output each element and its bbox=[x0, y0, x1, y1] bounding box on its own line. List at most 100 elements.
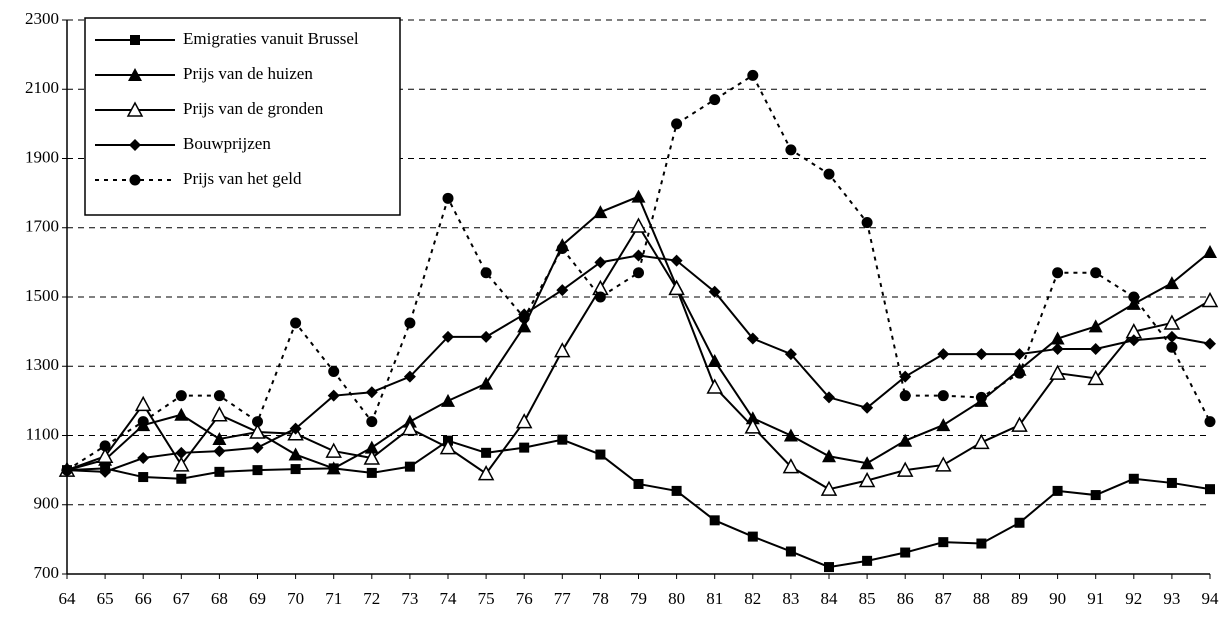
x-tick-label: 66 bbox=[135, 589, 152, 608]
marker bbox=[823, 168, 835, 180]
x-tick-label: 86 bbox=[897, 589, 914, 608]
x-tick-label: 67 bbox=[173, 589, 191, 608]
marker bbox=[138, 472, 149, 483]
marker bbox=[630, 217, 647, 233]
marker bbox=[519, 442, 530, 453]
marker bbox=[593, 205, 608, 219]
marker bbox=[327, 389, 340, 402]
marker bbox=[1090, 267, 1102, 279]
marker bbox=[938, 537, 949, 548]
y-tick-label: 700 bbox=[34, 563, 60, 582]
marker bbox=[134, 395, 152, 412]
marker bbox=[441, 393, 455, 407]
marker bbox=[554, 342, 571, 358]
marker bbox=[631, 189, 646, 203]
marker bbox=[937, 390, 949, 402]
marker bbox=[129, 174, 141, 186]
marker bbox=[96, 447, 114, 464]
legend-label: Prijs van het geld bbox=[183, 169, 302, 188]
x-tick-label: 74 bbox=[440, 589, 458, 608]
x-tick-label: 91 bbox=[1087, 589, 1104, 608]
marker bbox=[556, 284, 569, 297]
marker bbox=[517, 319, 532, 333]
marker bbox=[1051, 342, 1064, 355]
marker bbox=[668, 279, 685, 296]
marker bbox=[1126, 296, 1141, 310]
marker bbox=[861, 217, 873, 229]
marker bbox=[404, 317, 416, 329]
marker bbox=[211, 406, 228, 422]
marker bbox=[442, 330, 454, 343]
marker bbox=[896, 461, 914, 477]
x-tick-label: 76 bbox=[516, 589, 533, 608]
marker bbox=[1204, 337, 1216, 350]
legend-label: Prijs van de gronden bbox=[183, 99, 324, 118]
series-line bbox=[66, 195, 1211, 472]
marker bbox=[973, 433, 990, 450]
marker bbox=[290, 464, 301, 475]
marker bbox=[1163, 314, 1181, 330]
marker bbox=[1011, 416, 1028, 432]
y-tick-label: 2300 bbox=[25, 9, 59, 28]
marker bbox=[1203, 244, 1217, 258]
marker bbox=[670, 254, 683, 267]
marker bbox=[1127, 334, 1140, 347]
x-tick-label: 69 bbox=[249, 589, 266, 608]
x-tick-label: 72 bbox=[363, 589, 380, 608]
marker bbox=[365, 386, 378, 399]
marker bbox=[404, 461, 415, 472]
y-tick-label: 1500 bbox=[25, 286, 59, 305]
marker bbox=[403, 370, 416, 383]
marker bbox=[1089, 342, 1102, 355]
marker bbox=[557, 434, 568, 445]
marker bbox=[709, 94, 721, 106]
legend-label: Bouwprijzen bbox=[183, 134, 271, 153]
marker bbox=[326, 461, 341, 475]
x-tick-label: 80 bbox=[668, 589, 685, 608]
marker bbox=[480, 330, 493, 343]
marker bbox=[289, 422, 302, 435]
marker bbox=[213, 445, 226, 458]
marker bbox=[1090, 490, 1101, 501]
x-tick-label: 75 bbox=[478, 589, 495, 608]
marker bbox=[976, 538, 987, 549]
marker bbox=[1165, 330, 1178, 343]
marker bbox=[858, 471, 876, 488]
marker bbox=[632, 249, 645, 262]
marker bbox=[594, 291, 606, 303]
y-tick-label: 1300 bbox=[25, 355, 59, 374]
marker bbox=[129, 139, 141, 151]
marker bbox=[173, 456, 190, 472]
marker bbox=[595, 449, 606, 460]
marker bbox=[1164, 276, 1179, 290]
marker bbox=[862, 555, 873, 566]
y-tick-label: 1700 bbox=[25, 217, 59, 236]
marker bbox=[137, 452, 150, 465]
x-tick-label: 81 bbox=[706, 589, 723, 608]
marker bbox=[213, 390, 225, 402]
x-tick-label: 84 bbox=[821, 589, 839, 608]
marker bbox=[782, 458, 800, 474]
x-tick-label: 71 bbox=[325, 589, 342, 608]
x-tick-label: 94 bbox=[1202, 589, 1220, 608]
x-tick-label: 70 bbox=[287, 589, 304, 608]
marker bbox=[706, 378, 723, 394]
marker bbox=[176, 473, 187, 484]
series-line bbox=[66, 254, 1211, 473]
marker bbox=[1201, 291, 1219, 308]
marker bbox=[99, 440, 111, 452]
marker bbox=[861, 401, 874, 414]
marker bbox=[1014, 517, 1025, 528]
marker bbox=[671, 485, 682, 496]
marker bbox=[1205, 484, 1215, 495]
marker bbox=[709, 515, 720, 526]
marker bbox=[328, 365, 340, 377]
marker bbox=[898, 433, 913, 447]
marker bbox=[61, 464, 73, 476]
marker bbox=[937, 348, 950, 361]
x-tick-label: 92 bbox=[1125, 589, 1142, 608]
marker bbox=[290, 317, 302, 329]
marker bbox=[783, 428, 798, 442]
marker bbox=[251, 441, 264, 454]
